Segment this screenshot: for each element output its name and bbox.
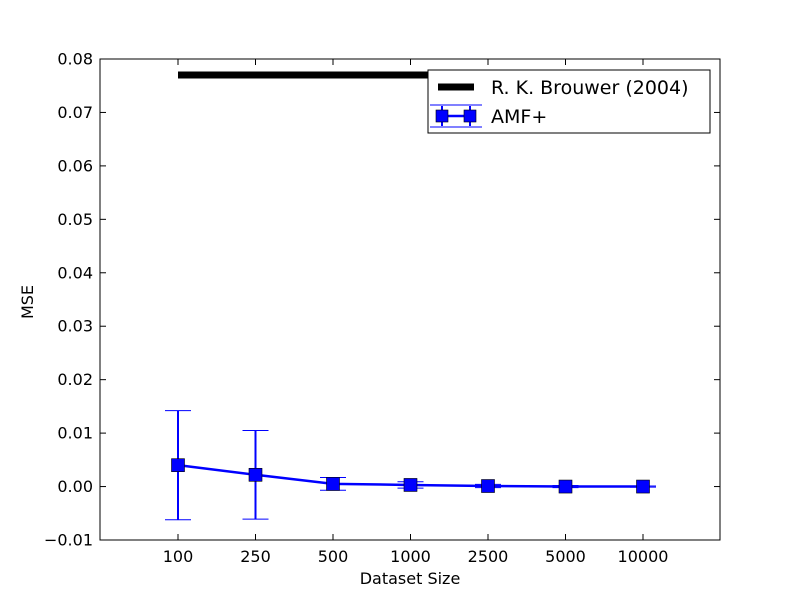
x-axis-title: Dataset Size [360, 569, 461, 588]
x-axis: 100 250 500 1000 2500 5000 10000 [163, 59, 669, 566]
x-tick-label: 500 [318, 547, 349, 566]
y-tick-label: 0.08 [57, 50, 93, 69]
x-tick-label: 1000 [390, 547, 431, 566]
x-tick-label: 2500 [468, 547, 509, 566]
legend: R. K. Brouwer (2004) AMF+ [427, 69, 711, 134]
y-tick-label: 0.05 [57, 210, 93, 229]
y-tick-label: 0.00 [57, 477, 93, 496]
y-axis-title: MSE [18, 285, 37, 319]
y-tick-label: −0.01 [44, 531, 93, 550]
data-point [248, 467, 263, 482]
x-tick-label: 100 [163, 547, 194, 566]
legend-swatch-amf-marker [463, 109, 477, 123]
data-point [171, 458, 185, 472]
legend-swatch-amf-marker [435, 109, 449, 123]
x-tick-label: 250 [240, 547, 271, 566]
y-tick-label: 0.06 [57, 156, 93, 175]
data-point [481, 479, 495, 493]
data-point [403, 478, 418, 492]
legend-label-amf: AMF+ [491, 106, 547, 128]
y-tick-label: 0.07 [57, 103, 93, 122]
legend-box [427, 69, 711, 134]
x-tick-label: 10000 [618, 547, 669, 566]
y-tick-label: 0.04 [57, 263, 93, 282]
data-point [326, 477, 340, 491]
data-point [558, 479, 573, 494]
legend-label-brouwer: R. K. Brouwer (2004) [491, 77, 689, 99]
y-tick-label: 0.02 [57, 370, 93, 389]
y-tick-label: 0.03 [57, 317, 93, 336]
y-tick-label: 0.01 [57, 424, 93, 443]
data-point [636, 479, 650, 494]
y-axis: −0.01 0.00 0.01 0.02 0.03 0.04 0.05 0.06 0.07 0.0… [44, 50, 720, 550]
x-tick-label: 5000 [545, 547, 586, 566]
